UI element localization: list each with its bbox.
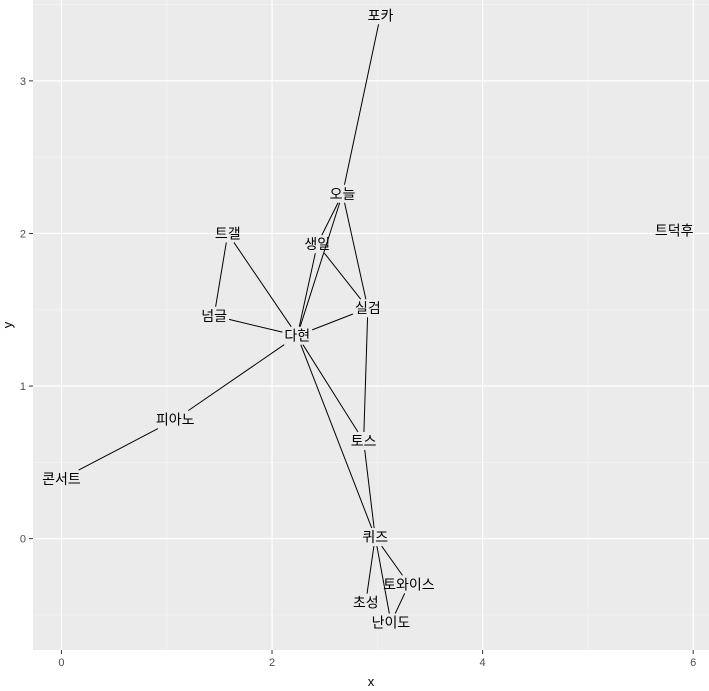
y-tick-label: 1 [20,381,26,393]
network-edge [298,253,316,327]
network-edge [299,202,341,327]
y-axis-title: y [0,321,15,328]
node-label: 트덕후 [655,223,694,239]
node-label: 피아노 [156,413,195,429]
node-label: 초성 [353,596,379,612]
network-edge [394,593,406,614]
network-edge [381,545,403,576]
node-label: 퀴즈 [362,530,388,546]
node-label: 트갤 [215,226,241,242]
x-tick-label: 6 [690,657,696,669]
node-label: 토와이스 [383,577,435,593]
x-axis-title: x [368,674,375,689]
network-edge [233,242,292,327]
y-tick-label: 2 [20,228,26,240]
network-edge [376,545,390,614]
node-label: 실검 [355,301,381,317]
node-label: 콘서트 [42,472,81,488]
network-edge [228,318,283,333]
network-edge [311,313,354,331]
network-edge [324,252,362,300]
network-edge [366,546,375,594]
x-tick-label: 0 [58,657,64,669]
x-tick-label: 4 [480,657,486,669]
network-edge [321,202,339,236]
y-tick-label: 3 [20,76,26,88]
network-edge [187,344,285,412]
node-label: 다현 [284,329,310,345]
y-tick-label: 0 [20,534,26,546]
network-edge [78,428,159,471]
plot-panel [33,0,709,650]
network-edge [343,24,380,185]
network-edge [300,344,373,529]
node-label: 생일 [304,237,330,253]
node-label: 토스 [351,434,377,450]
x-tick-label: 2 [269,657,275,669]
node-label: 넘글 [201,309,227,325]
network-edge [364,449,375,529]
node-label: 포카 [368,8,394,24]
node-label: 난이도 [372,616,411,632]
network-edge [302,344,359,433]
network-edge [344,202,367,300]
network-edge [363,317,369,432]
network-edge [215,242,227,307]
node-label: 오늘 [330,187,356,203]
